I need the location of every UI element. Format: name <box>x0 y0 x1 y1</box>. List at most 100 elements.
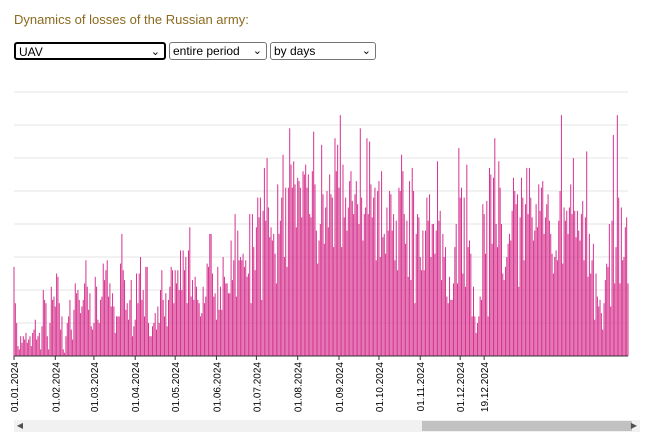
bar <box>414 303 416 356</box>
bar <box>374 187 376 356</box>
bar <box>302 171 304 356</box>
chevron-down-icon: ⌄ <box>150 46 160 58</box>
bar <box>559 191 561 356</box>
x-tick-label: 01.07.2024 <box>252 362 263 412</box>
bar <box>514 191 516 356</box>
scroll-thumb[interactable] <box>422 421 632 431</box>
bar <box>80 313 82 356</box>
bar <box>255 227 257 356</box>
bar <box>169 286 171 356</box>
granularity-select[interactable]: by days ⌄ <box>270 42 376 60</box>
granularity-select-value: by days <box>274 44 316 58</box>
bar <box>390 194 392 356</box>
bar <box>174 270 176 356</box>
category-select-value: UAV <box>19 45 43 59</box>
bar <box>327 227 329 356</box>
bar <box>419 257 421 356</box>
bar <box>145 266 147 356</box>
bar <box>110 306 112 356</box>
bar <box>22 336 24 356</box>
bar <box>382 237 384 356</box>
bar <box>555 250 557 356</box>
bar <box>197 299 199 356</box>
bar <box>337 144 339 356</box>
bar <box>547 194 549 356</box>
bar <box>106 260 108 356</box>
bar <box>386 207 388 356</box>
losses-bar-chart: 01.01.2024 01.02.2024 01.03.2024 01.04.2024… <box>10 91 629 412</box>
scroll-right-icon[interactable]: ▶ <box>630 421 638 430</box>
bar <box>423 270 425 356</box>
bar <box>136 273 138 356</box>
bar <box>14 303 16 356</box>
scroll-left-icon[interactable]: ◀ <box>16 421 24 430</box>
bar <box>273 233 275 356</box>
bar <box>13 266 15 356</box>
bar <box>116 316 118 356</box>
bar <box>183 270 185 356</box>
bar <box>84 283 86 356</box>
bar <box>128 319 130 356</box>
bar <box>438 220 440 356</box>
bar <box>306 187 308 356</box>
bar <box>81 306 83 356</box>
bar <box>445 247 447 356</box>
bar <box>484 253 486 356</box>
bar <box>124 280 126 356</box>
bar <box>512 177 514 356</box>
bar <box>375 260 377 356</box>
bar <box>38 332 40 356</box>
bar <box>570 184 572 356</box>
bar <box>504 266 506 356</box>
bar <box>475 332 477 356</box>
bar <box>58 303 60 356</box>
bar <box>395 220 397 356</box>
bar <box>532 240 534 356</box>
bar <box>171 270 173 356</box>
bar <box>551 253 553 356</box>
bar <box>334 138 336 356</box>
bar <box>442 233 444 356</box>
bar <box>191 280 193 356</box>
bar <box>214 293 216 356</box>
bar <box>606 263 608 356</box>
bar <box>335 171 337 356</box>
bar <box>189 227 191 356</box>
bar <box>612 134 614 356</box>
x-tick-label: 01.01.2024 <box>10 362 21 412</box>
bar <box>385 253 387 356</box>
bar <box>331 197 333 356</box>
bar <box>226 283 228 356</box>
bar <box>615 247 617 356</box>
bar <box>592 243 594 356</box>
bar <box>251 214 253 356</box>
horizontal-scrollbar[interactable]: ◀ ▶ <box>14 420 640 432</box>
bar <box>175 283 177 356</box>
bar <box>129 299 131 356</box>
category-select[interactable]: UAV ⌄ <box>14 42 166 60</box>
bar <box>571 214 573 356</box>
bar <box>234 214 236 356</box>
bar <box>18 349 20 356</box>
bar <box>108 296 110 356</box>
bar <box>173 303 175 356</box>
bar <box>126 303 128 356</box>
period-select[interactable]: entire period ⌄ <box>169 42 267 60</box>
bar <box>222 257 224 356</box>
bar <box>148 323 150 356</box>
bar <box>554 257 556 356</box>
bar <box>346 230 348 356</box>
bar <box>195 286 197 356</box>
x-tick-label: 01.08.2024 <box>294 362 305 412</box>
bar <box>500 224 502 356</box>
bar <box>179 250 181 356</box>
bar <box>281 197 283 356</box>
bar <box>185 257 187 356</box>
bar <box>491 243 493 356</box>
bar <box>407 276 409 356</box>
bar <box>556 260 558 356</box>
bar <box>599 299 601 356</box>
bar <box>369 141 371 356</box>
bar <box>587 276 589 356</box>
bar <box>165 293 167 356</box>
